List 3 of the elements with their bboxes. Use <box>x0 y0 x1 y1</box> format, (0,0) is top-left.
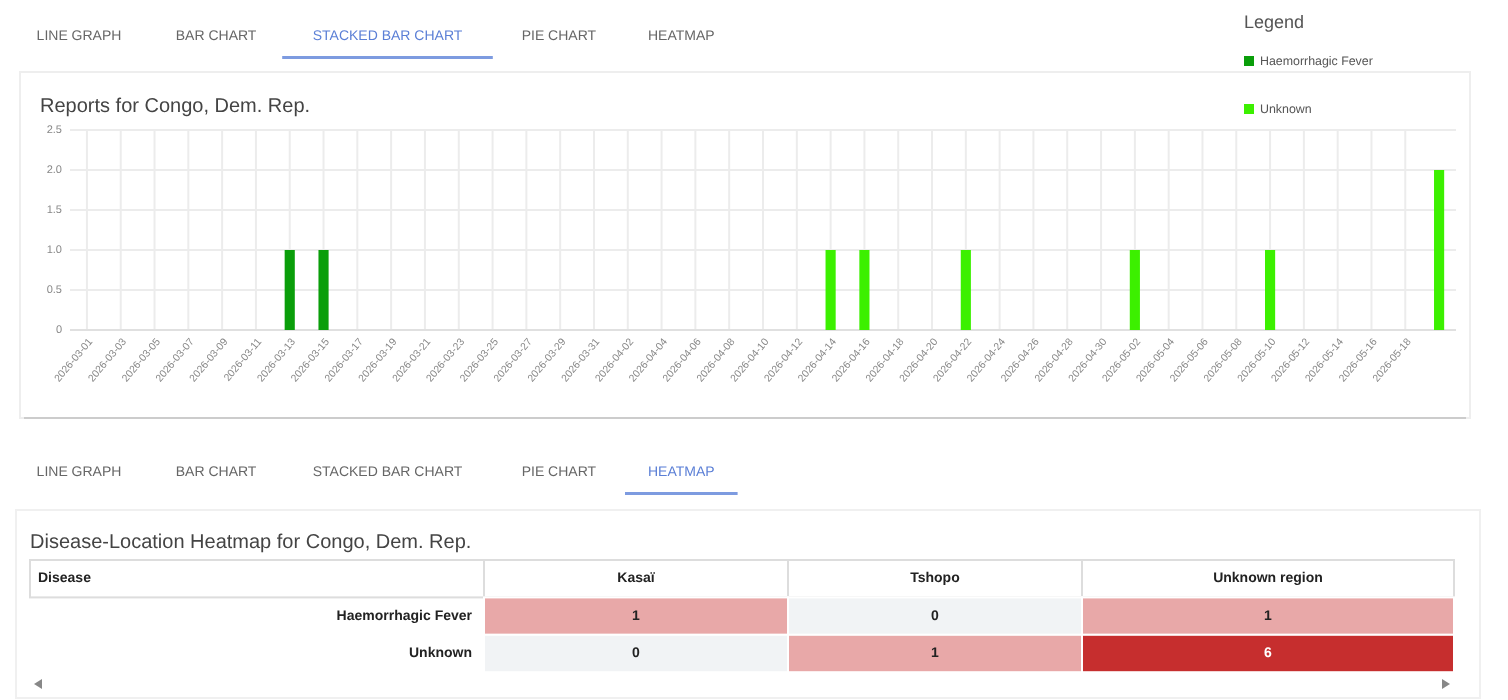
chart-title: Reports for Congo, Dem. Rep. <box>40 96 311 118</box>
text: Disease-Location Heatmap for Congo, Dem. Rep. <box>30 532 472 554</box>
legend-title: Legend <box>1244 12 1305 32</box>
